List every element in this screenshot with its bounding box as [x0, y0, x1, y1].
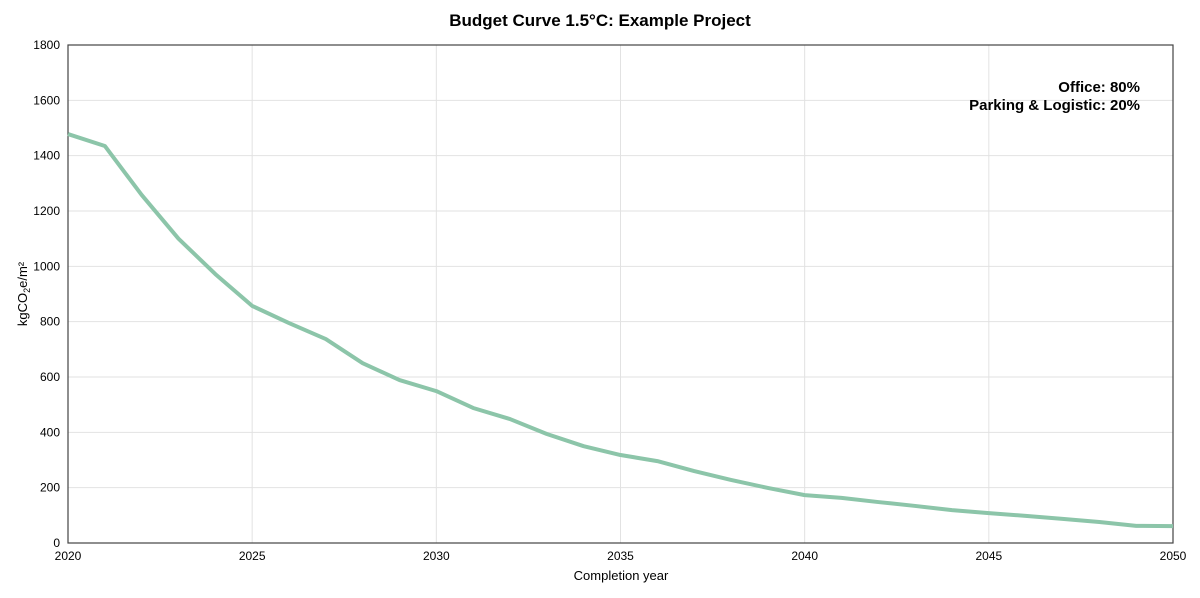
x-tick-label: 2025 — [239, 549, 266, 563]
y-tick-label: 1000 — [33, 259, 60, 273]
grid — [67, 44, 1174, 544]
y-tick-label: 1800 — [33, 38, 60, 52]
y-tick-label: 600 — [40, 370, 60, 384]
x-tick-label: 2030 — [423, 549, 450, 563]
x-tick-label: 2035 — [607, 549, 634, 563]
x-tick-label: 2040 — [791, 549, 818, 563]
y-tick-label: 400 — [40, 425, 60, 439]
y-tick-label: 1400 — [33, 149, 60, 163]
x-axis-label: Completion year — [574, 568, 669, 583]
x-tick-label: 2045 — [975, 549, 1002, 563]
y-tick-label: 200 — [40, 481, 60, 495]
chart-title: Budget Curve 1.5°C: Example Project — [449, 11, 751, 30]
series-lines — [67, 132, 1174, 529]
y-tick-label: 0 — [53, 536, 60, 550]
y-axis-label: kgCO2e/m² — [15, 261, 32, 326]
y-tick-label: 1600 — [33, 93, 60, 107]
y-tick-label: 800 — [40, 315, 60, 329]
x-tick-label: 2020 — [55, 549, 82, 563]
x-axis-ticks: 2020 2025 2030 2035 2040 2045 2050 — [55, 549, 1187, 563]
plot-frame — [67, 44, 1174, 544]
annotation-office: Office: 80% — [1058, 79, 1140, 96]
y-axis-ticks: 0 200 400 600 800 1000 1200 1400 1600 1800 — [33, 38, 60, 550]
x-tick-label: 2050 — [1160, 549, 1187, 563]
annotation-parking-logistic: Parking & Logistic: 20% — [969, 97, 1140, 114]
y-tick-label: 1200 — [33, 204, 60, 218]
